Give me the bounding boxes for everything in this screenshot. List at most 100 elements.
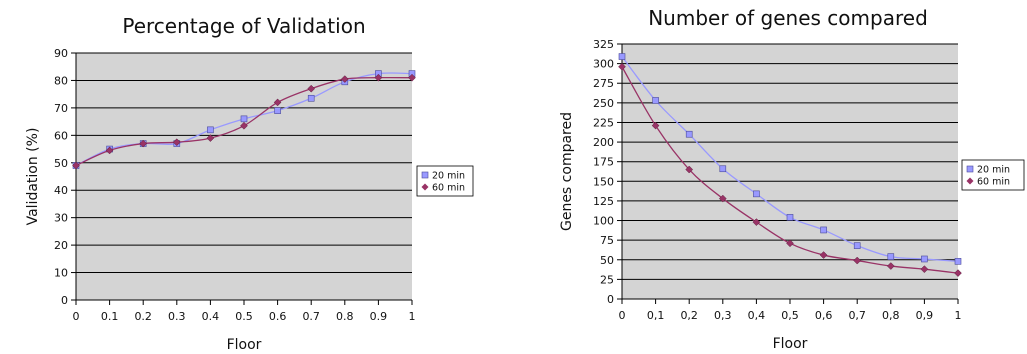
data-point-diamond (139, 139, 148, 148)
x-tick-label: 0.5 (235, 310, 253, 323)
data-point-square (207, 126, 214, 134)
data-point-diamond (408, 73, 416, 82)
y-tick-label: 10 (54, 267, 68, 280)
data-point-square (753, 190, 760, 198)
x-tick-label: 0,2 (680, 309, 698, 322)
legend-entry: 60 min (432, 183, 465, 194)
legend-marker-diamond (421, 183, 429, 191)
x-tick-label: 0.2 (134, 310, 152, 323)
y-tick-label: 325 (593, 38, 614, 51)
x-tick-label: 0,3 (714, 309, 732, 322)
y-tick-label: 150 (593, 175, 614, 188)
y-tick-label: 50 (600, 254, 614, 267)
legend-box (416, 165, 474, 197)
data-point-diamond (618, 62, 626, 71)
chart-2: 0 25 50 75 100 125 150 175 200 225 250 275 300 325 0 0,… (559, 6, 1025, 352)
data-point-diamond (105, 146, 114, 155)
data-point-diamond (340, 75, 349, 83)
data-point-diamond (374, 73, 383, 82)
y-tick-label: 0 (61, 294, 68, 307)
data-point-diamond (172, 138, 181, 147)
x-tick-label: 0,7 (848, 309, 866, 322)
data-point-square (853, 242, 861, 249)
data-point-diamond (72, 161, 80, 170)
x-tick-label: 1 (955, 309, 962, 322)
data-point-diamond (273, 98, 282, 107)
legend-entry: 20 min (977, 165, 1010, 176)
x-tick-label: 0.6 (269, 310, 287, 323)
data-point-square (618, 53, 626, 60)
x-tick-label: 0.7 (302, 310, 320, 323)
y-tick-label: 275 (593, 77, 614, 90)
y-tick-label: 300 (593, 58, 614, 71)
x-tick-label: 0.9 (370, 310, 388, 323)
y-tick-label: 175 (593, 156, 614, 169)
x-tick-label: 0,1 (647, 309, 665, 322)
x-tick-label: 0 (73, 310, 80, 323)
y-tick-label: 0 (607, 293, 614, 306)
y-tick-label: 40 (54, 184, 68, 197)
y-axis-label: Validation (%) (25, 128, 41, 226)
x-axis-label: Floor (227, 337, 262, 353)
legend-marker-diamond (966, 177, 974, 185)
legend-marker-square (966, 165, 974, 173)
plot-area (76, 53, 412, 300)
y-tick-label: 70 (54, 102, 68, 115)
y-tick-label: 200 (593, 136, 614, 149)
y-tick-label: 250 (593, 97, 614, 110)
data-point-square (685, 130, 693, 138)
data-point-diamond (920, 265, 929, 274)
chart-1: 0 10 20 30 40 50 60 70 80 90 0 0.1 0.2 0.3 0.4 0.5 0.6 0.… (25, 14, 474, 353)
y-tick-label: 60 (54, 129, 68, 142)
data-point-diamond (786, 239, 794, 248)
x-tick-label: 0.3 (168, 310, 186, 323)
legend-entry: 60 min (977, 177, 1010, 188)
x-tick-label: 0,5 (781, 309, 799, 322)
x-tick-label: 0.1 (101, 310, 119, 323)
x-tick-label: 0,9 (916, 309, 934, 322)
x-axis-label: Floor (773, 336, 808, 352)
chart-title: Percentage of Validation (122, 14, 365, 38)
y-tick-label: 100 (593, 215, 614, 228)
data-point-diamond (752, 218, 761, 226)
x-tick-label: 0,4 (748, 309, 766, 322)
y-tick-label: 225 (593, 116, 614, 129)
data-point-diamond (206, 134, 215, 142)
legend-marker-square (421, 171, 429, 179)
data-point-square (887, 253, 895, 260)
y-tick-label: 90 (54, 47, 68, 60)
y-tick-label: 20 (54, 239, 68, 252)
y-tick-label: 25 (600, 273, 614, 286)
data-point-diamond (718, 194, 727, 203)
y-tick-label: 50 (54, 157, 68, 170)
data-point-diamond (307, 84, 316, 93)
y-tick-label: 75 (600, 234, 614, 247)
y-tick-label: 80 (54, 74, 68, 87)
data-point-square (786, 214, 794, 221)
data-point-diamond (853, 256, 862, 265)
legend-box (961, 159, 1025, 191)
x-tick-label: 0 (619, 309, 626, 322)
x-tick-label: 0,6 (815, 309, 833, 322)
data-point-diamond (240, 121, 248, 130)
data-point-diamond (651, 121, 660, 130)
data-point-diamond (886, 262, 895, 270)
y-tick-label: 30 (54, 212, 68, 225)
x-tick-label: 0,8 (882, 309, 900, 322)
data-point-diamond (685, 165, 694, 174)
data-point-diamond (954, 269, 962, 277)
data-point-square (274, 107, 281, 114)
data-point-square (307, 94, 315, 102)
chart-title: Number of genes compared (648, 6, 928, 30)
data-point-square (652, 97, 659, 104)
data-point-square (719, 165, 727, 173)
y-tick-label: 125 (593, 195, 614, 208)
data-point-square (954, 258, 962, 265)
data-point-square (820, 226, 827, 234)
plot-area (622, 44, 958, 299)
x-tick-label: 1 (409, 310, 416, 323)
data-point-square (921, 255, 928, 263)
